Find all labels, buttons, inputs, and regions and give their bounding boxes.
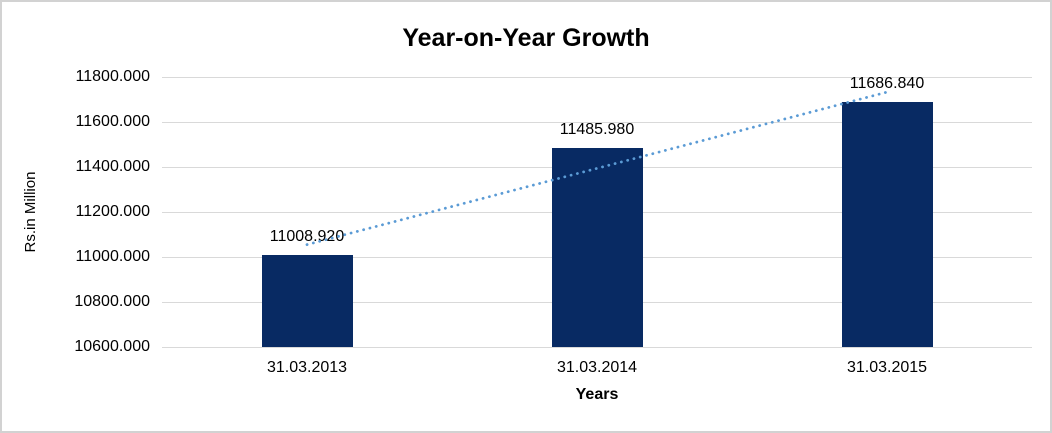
- x-axis-tick-label: 31.03.2014: [556, 359, 638, 376]
- bar: [842, 102, 933, 347]
- bar: [262, 255, 353, 347]
- x-axis-tick-label: 31.03.2013: [266, 359, 348, 376]
- y-axis-tick-label: 11600.000: [75, 113, 150, 130]
- y-axis-tick-label: 10600.000: [74, 338, 150, 355]
- chart-title: Year-on-Year Growth: [402, 24, 650, 52]
- bar-data-label: 11008.920: [269, 228, 345, 245]
- y-axis-tick-label: 11000.000: [75, 248, 150, 265]
- bar: [552, 148, 643, 347]
- x-axis-tick-label: 31.03.2015: [846, 359, 928, 376]
- bar-data-label: 11485.980: [559, 121, 635, 138]
- gridline: [162, 347, 1032, 348]
- y-axis-tick-label: 10800.000: [74, 293, 150, 310]
- bar-data-label: 11686.840: [849, 75, 925, 92]
- plot-area: [162, 77, 1032, 348]
- y-axis-tick-label: 11400.000: [75, 158, 150, 175]
- y-axis-tick-label: 11800.000: [75, 68, 150, 85]
- gridline: [162, 77, 1032, 78]
- x-axis-title: Years: [575, 386, 619, 403]
- y-axis-tick-label: 11200.000: [75, 203, 150, 220]
